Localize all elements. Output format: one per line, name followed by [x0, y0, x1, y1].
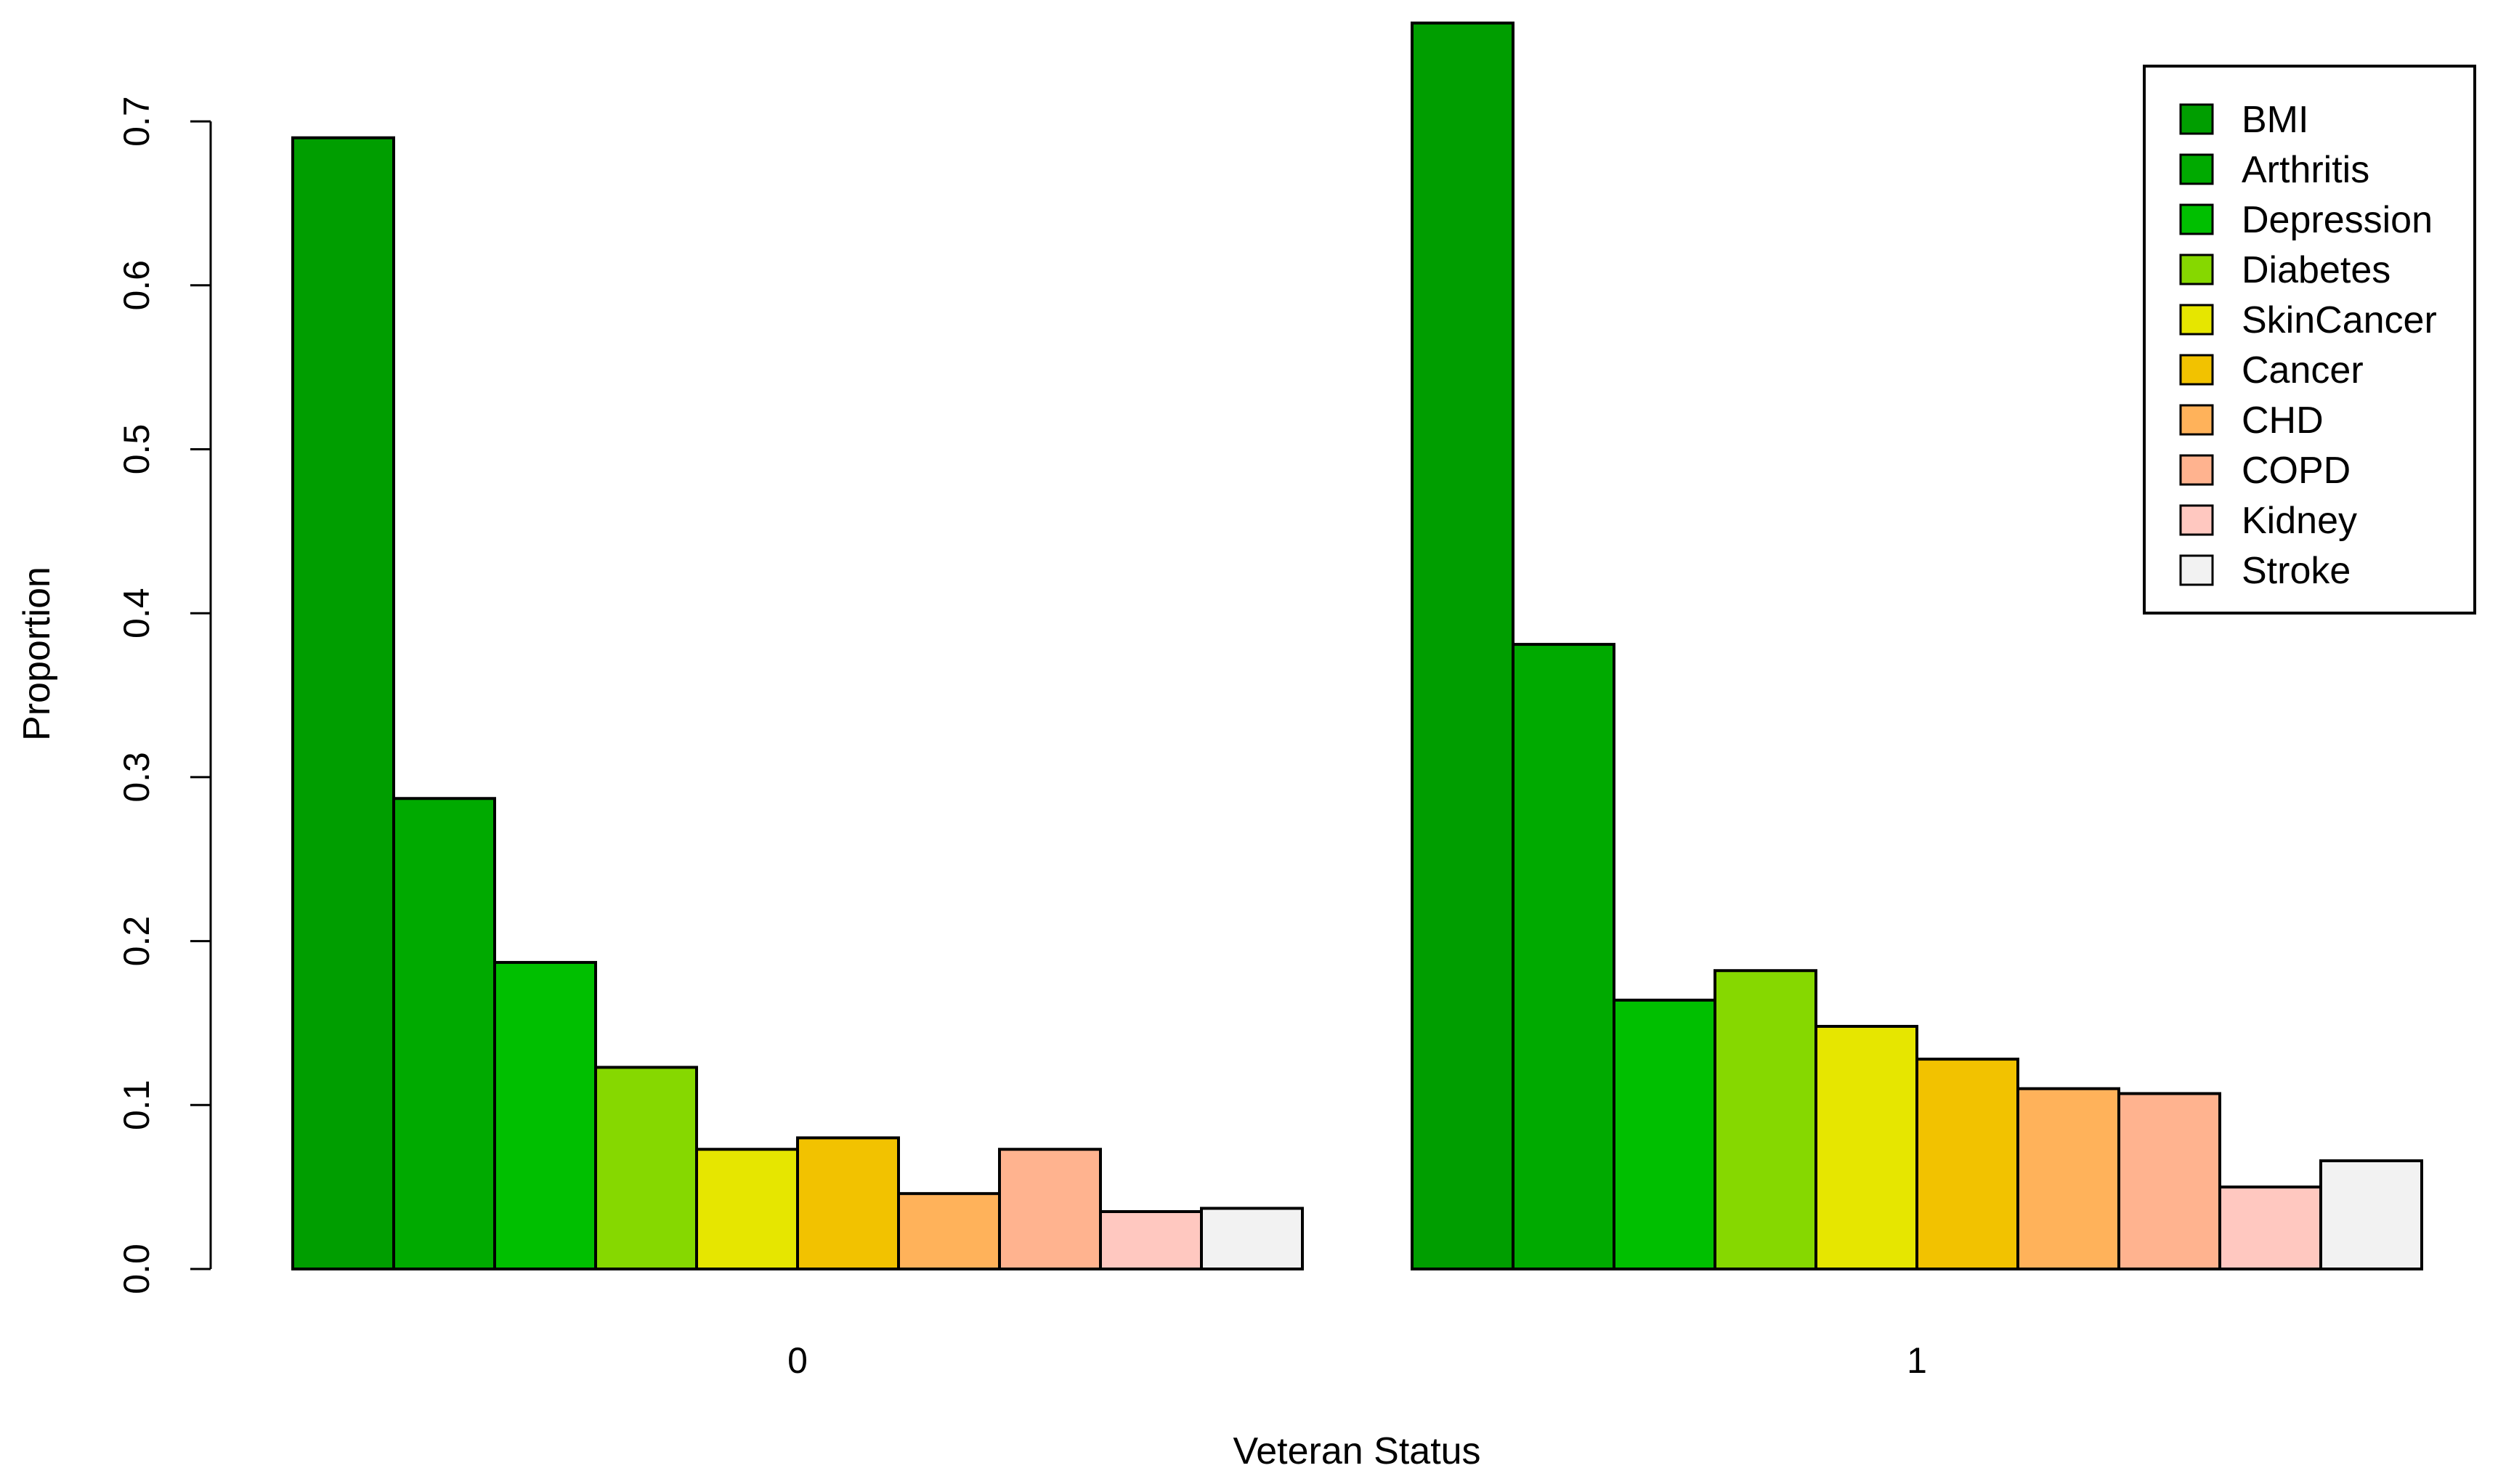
bar-depression-group-0 [493, 960, 597, 1271]
bar-stroke-group-0 [1200, 1207, 1304, 1270]
legend-swatch-depression [2179, 203, 2214, 235]
legend-swatch-arthritis [2179, 153, 2214, 185]
bar-chd-group-1 [2016, 1087, 2120, 1270]
y-tick-label-3: 0.3 [116, 752, 157, 803]
legend-swatch-chd [2179, 404, 2214, 436]
bar-chd-group-0 [897, 1192, 1001, 1270]
y-axis-title: Proportion [16, 567, 58, 741]
bar-copd-group-0 [998, 1148, 1102, 1271]
y-tick-label-2: 0.2 [116, 916, 157, 967]
bar-bmi-group-1 [1411, 21, 1514, 1270]
bar-kidney-group-1 [2218, 1185, 2322, 1271]
legend: BMI Arthritis Depression Diabetes SkinCancer… [2143, 65, 2476, 615]
bar-diabetes-group-0 [594, 1066, 698, 1271]
legend-label-diabetes: Diabetes [2242, 249, 2390, 291]
y-ticks-layer: 0.0 0.1 0.2 0.3 0.4 0.5 0.6 0.7 [116, 96, 211, 1294]
bar-arthritis-group-0 [392, 797, 496, 1270]
legend-swatch-stroke [2179, 554, 2214, 586]
bar-arthritis-group-1 [1512, 643, 1615, 1270]
bar-cancer-group-1 [1915, 1058, 2019, 1270]
y-tick-label-0: 0.0 [116, 1244, 157, 1294]
y-tick-label-1: 0.1 [116, 1080, 157, 1131]
legend-label-cancer: Cancer [2242, 349, 2364, 392]
bar-cancer-group-0 [796, 1136, 900, 1270]
legend-label-stroke: Stroke [2242, 550, 2351, 592]
legend-swatch-cancer [2179, 354, 2214, 386]
legend-label-kidney: Kidney [2242, 500, 2357, 542]
bar-bmi-group-0 [291, 136, 395, 1270]
legend-label-bmi: BMI [2242, 99, 2308, 141]
legend-label-depression: Depression [2242, 199, 2433, 241]
y-tick-label-7: 0.7 [116, 96, 157, 147]
y-tick-label-4: 0.4 [116, 588, 157, 638]
legend-label-skincancer: SkinCancer [2242, 299, 2437, 341]
legend-label-chd: CHD [2242, 400, 2324, 442]
x-axis-title: Veteran Status [1233, 1430, 1480, 1472]
y-tick-label-6: 0.6 [116, 260, 157, 311]
legend-label-copd: COPD [2242, 450, 2351, 492]
bar-skincancer-group-0 [695, 1148, 799, 1271]
legend-swatch-copd [2179, 454, 2214, 486]
bar-diabetes-group-1 [1714, 969, 1817, 1270]
y-tick-label-5: 0.5 [116, 424, 157, 475]
bar-copd-group-1 [2117, 1092, 2221, 1270]
bars-layer [291, 21, 2423, 1271]
legend-swatch-skincancer [2179, 304, 2214, 336]
legend-swatch-bmi [2179, 103, 2214, 135]
x-tick-label-0: 0 [787, 1340, 808, 1381]
legend-label-arthritis: Arthritis [2242, 149, 2369, 191]
legend-items: BMI Arthritis Depression Diabetes SkinCancer… [2179, 99, 2437, 592]
bar-depression-group-1 [1613, 998, 1716, 1271]
bar-stroke-group-1 [2319, 1159, 2423, 1270]
x-tick-label-1: 1 [1907, 1340, 1927, 1381]
bar-skincancer-group-1 [1814, 1024, 1918, 1270]
bar-kidney-group-0 [1099, 1210, 1203, 1271]
legend-swatch-diabetes [2179, 254, 2214, 285]
legend-swatch-kidney [2179, 504, 2214, 536]
